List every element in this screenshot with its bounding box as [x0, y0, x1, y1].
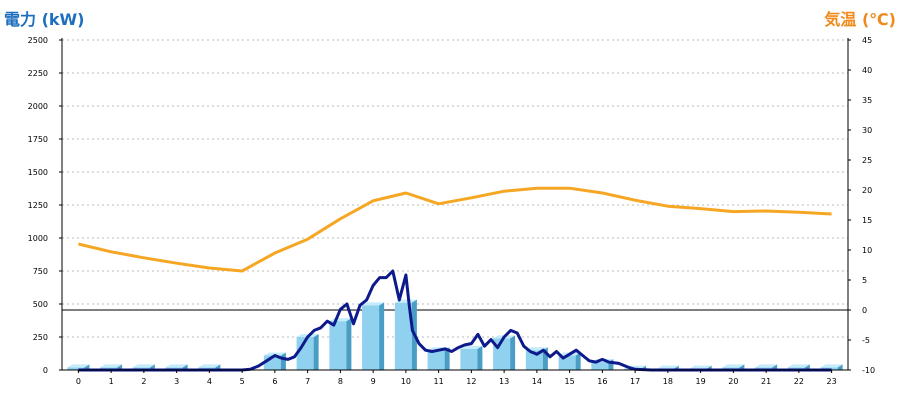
x-tick-label: 3: [174, 377, 179, 386]
x-tick-label: 11: [434, 377, 444, 386]
left-tick-label: 0: [43, 366, 48, 375]
bar: [394, 302, 412, 370]
bar-top: [165, 364, 188, 368]
x-tick-label: 5: [240, 377, 245, 386]
left-tick-label: 1000: [28, 234, 48, 243]
bar-top: [689, 365, 712, 369]
right-tick-label: 35: [862, 96, 872, 105]
bar-side: [280, 352, 286, 370]
bar: [591, 362, 609, 370]
x-tick-label: 8: [338, 377, 343, 386]
left-tick-label: 1250: [28, 201, 48, 210]
right-tick-label: 5: [862, 276, 867, 285]
left-axis-title: 電力 (kW): [4, 10, 85, 29]
bar-side: [379, 302, 385, 370]
bar: [362, 305, 380, 370]
bar-top: [263, 352, 286, 356]
left-tick-label: 2500: [28, 36, 48, 45]
left-tick-label: 500: [33, 300, 48, 309]
bar-top: [132, 364, 155, 368]
left-tick-label: 1750: [28, 135, 48, 144]
right-tick-label: 40: [862, 66, 872, 75]
left-tick-label: 2250: [28, 69, 48, 78]
line-series: [78, 186, 832, 372]
bar-top: [656, 365, 679, 369]
bar-side: [346, 318, 352, 370]
bar-side: [313, 334, 319, 370]
bar-top: [67, 364, 90, 368]
bar: [525, 350, 543, 370]
bar-top: [460, 345, 483, 349]
right-tick-label: 45: [862, 36, 872, 45]
right-tick-label: 15: [862, 216, 872, 225]
bar-side: [510, 335, 516, 370]
bar: [460, 348, 478, 370]
power-line: [78, 269, 832, 372]
right-tick-label: -10: [862, 366, 875, 375]
x-tick-label: 6: [272, 377, 277, 386]
left-tick-label: 750: [33, 267, 48, 276]
bar-top: [787, 364, 810, 368]
x-tick-label: 14: [532, 377, 542, 386]
bar-top: [820, 364, 843, 368]
x-tick-label: 20: [728, 377, 738, 386]
right-axis-title: 気温 (℃): [824, 10, 896, 29]
x-tick-label: 1: [109, 377, 114, 386]
left-tick-label: 1500: [28, 168, 48, 177]
bar: [427, 350, 445, 370]
x-tick-label: 18: [663, 377, 673, 386]
x-tick-label: 16: [597, 377, 607, 386]
right-tick-label: -5: [862, 336, 870, 345]
right-tick-label: 25: [862, 156, 872, 165]
axes: 02505007501000125015001750200022502500-1…: [28, 36, 875, 386]
x-tick-label: 17: [630, 377, 640, 386]
bar-top: [362, 302, 385, 306]
left-tick-label: 2000: [28, 102, 48, 111]
right-tick-label: 30: [862, 126, 872, 135]
bar-side: [444, 347, 450, 370]
bar-side: [837, 364, 843, 370]
x-tick-label: 7: [305, 377, 310, 386]
x-tick-label: 12: [466, 377, 476, 386]
x-tick-label: 22: [794, 377, 804, 386]
x-tick-label: 15: [565, 377, 575, 386]
x-tick-label: 13: [499, 377, 509, 386]
right-tick-label: 20: [862, 186, 872, 195]
x-tick-label: 9: [371, 377, 376, 386]
left-tick-label: 250: [33, 333, 48, 342]
x-tick-label: 10: [401, 377, 411, 386]
x-tick-label: 0: [76, 377, 81, 386]
bar-top: [100, 364, 123, 368]
bar: [329, 321, 347, 370]
right-tick-label: 0: [862, 306, 867, 315]
x-tick-label: 19: [696, 377, 706, 386]
x-tick-label: 23: [827, 377, 837, 386]
temperature-line: [78, 186, 832, 273]
x-tick-label: 4: [207, 377, 212, 386]
bar-top: [722, 364, 745, 368]
bar-top: [198, 364, 221, 368]
bar-side: [575, 352, 581, 370]
bar-top: [755, 364, 778, 368]
bar-side: [477, 345, 483, 370]
x-tick-label: 21: [761, 377, 771, 386]
grid-layer: [62, 39, 848, 338]
right-tick-label: 10: [862, 246, 872, 255]
bar: [67, 367, 85, 370]
x-tick-label: 2: [141, 377, 146, 386]
